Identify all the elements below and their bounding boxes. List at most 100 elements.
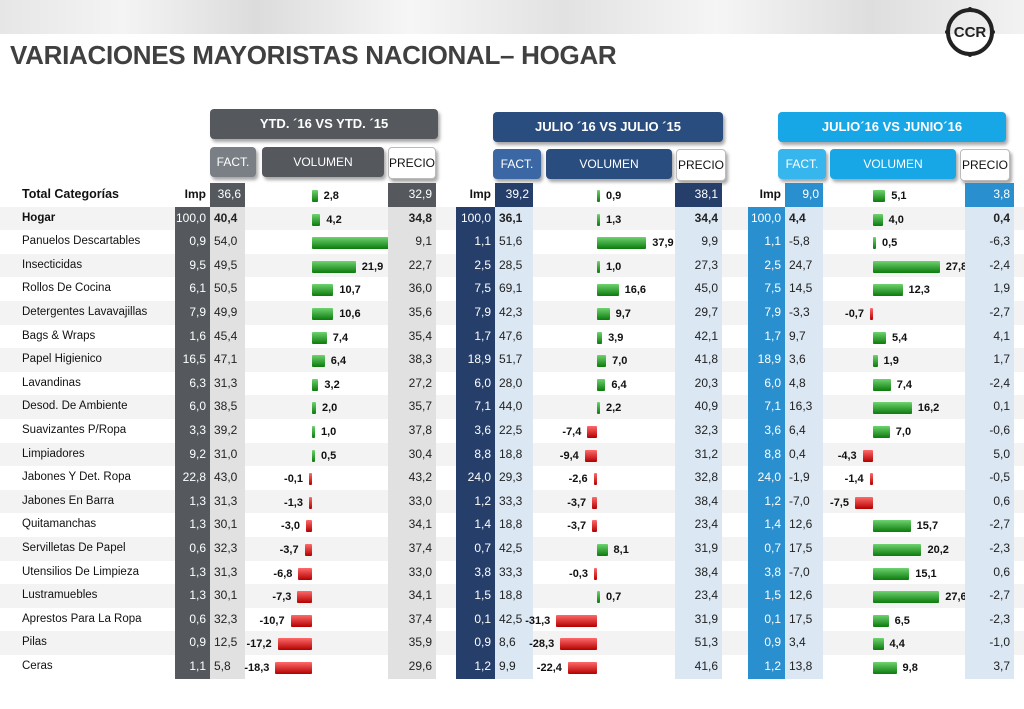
- precio-cell: 51,3: [675, 631, 722, 655]
- volumen-bar: [592, 520, 597, 533]
- volumen-value-label: 0,7: [606, 591, 622, 604]
- fact-cell: -7,0: [785, 489, 823, 514]
- table-header-row: Total Categorías Imp 36,6 2,8 32,9 Imp 39,2 0,9…: [0, 183, 1024, 208]
- imp-cell: 0,1: [748, 607, 785, 632]
- fact-cell: 18,8: [495, 442, 533, 467]
- precio-cell: -0,6: [965, 419, 1014, 443]
- precio-cell: 34,4: [675, 206, 722, 231]
- imp-cell: 7,9: [175, 301, 210, 325]
- fact-header: FACT.: [210, 147, 256, 177]
- volumen-bar: [587, 426, 597, 438]
- table-row: Quitamanchas 1,3 30,1 -3,0 34,1 1,4 18,8 -3,7 23…: [0, 513, 1024, 538]
- imp-cell: 1,3: [175, 560, 210, 585]
- fact-cell: 22,5: [495, 419, 533, 443]
- table-row: Lavandinas 6,3 31,3 3,2 27,2 6,0 28,0 6,4 20,3 6,…: [0, 371, 1024, 397]
- precio-cell: 37,4: [388, 607, 436, 632]
- volumen-value-label: 9,7: [615, 308, 631, 320]
- panel-title-pill: YTD. ´16 VS YTD. ´15: [210, 109, 438, 139]
- precio-cell: 29,6: [388, 655, 436, 679]
- volumen-value-label: -10,7: [259, 614, 285, 627]
- volumen-value-label: -9,4: [559, 449, 579, 462]
- category-label: Insecticidas: [22, 258, 83, 271]
- fact-cell: 28,5: [495, 253, 533, 278]
- precio-cell: 9,1: [388, 230, 436, 254]
- fact-cell: 8,6: [495, 631, 533, 655]
- volumen-bar: [873, 402, 912, 415]
- imp-cell: 16,5: [175, 348, 210, 372]
- volumen-value-label: -6,8: [273, 567, 293, 580]
- volumen-header: VOLUMEN: [262, 147, 384, 177]
- fact-cell: 4,8: [785, 371, 823, 396]
- precio-cell: 43,2: [388, 466, 436, 490]
- fact-cell: 17,5: [785, 537, 823, 561]
- precio-cell: -2,7: [965, 301, 1014, 325]
- precio-cell: 36,0: [388, 277, 436, 301]
- volumen-value-label: 27,8: [945, 260, 968, 273]
- volumen-value-label: -17,2: [246, 638, 272, 651]
- volumen-value-label: -2,6: [568, 473, 588, 486]
- fact-cell: 24,7: [785, 253, 823, 278]
- volumen-bar: [592, 496, 597, 509]
- volumen-value-label: 6,4: [611, 378, 627, 391]
- precio-cell: 20,3: [675, 371, 722, 396]
- table-row: Ceras 1,1 5,8 -18,3 29,6 1,2 9,9 -22,4 41,6 1,2 13…: [0, 655, 1024, 680]
- category-label: Desod. De Ambiente: [22, 400, 128, 413]
- table-row: Limpiadores 9,2 31,0 0,5 30,4 8,8 18,8 -9,4 31,2…: [0, 442, 1024, 468]
- precio-cell: 0,4: [965, 206, 1014, 231]
- precio-cell: -2,4: [965, 253, 1014, 278]
- volumen-bar: [597, 260, 600, 273]
- imp-cell: 1,7: [748, 324, 785, 349]
- volumen-bar: [597, 308, 610, 320]
- volumen-value-label: -3,0: [281, 520, 300, 533]
- volumen-bar: [873, 190, 886, 202]
- table-row: Servilletas De Papel 0,6 32,3 -3,7 37,4 0,7 42…: [0, 537, 1024, 562]
- fact-cell: 38,5: [210, 395, 245, 419]
- precio-cell: -1,0: [965, 631, 1014, 655]
- fact-cell: -3,3: [785, 301, 823, 325]
- precio-cell: 33,0: [388, 560, 436, 585]
- imp-cell: 6,0: [456, 371, 495, 396]
- fact-cell: 16,3: [785, 395, 823, 419]
- volumen-value-label: 20,2: [927, 544, 949, 556]
- precio-cell: 4,1: [965, 324, 1014, 349]
- imp-cell: 3,8: [456, 560, 495, 585]
- fact-cell: 54,0: [210, 230, 245, 254]
- imp-cell: 3,6: [456, 419, 495, 443]
- volumen-value-label: -4,3: [837, 449, 857, 462]
- imp-cell: 0,7: [456, 537, 495, 561]
- page-title: VARIACIONES MAYORISTAS NACIONAL– HOGAR: [10, 40, 617, 70]
- precio-cell: 31,9: [675, 537, 722, 561]
- fact-cell: 45,4: [210, 324, 245, 349]
- precio-cell: 38,3: [388, 348, 436, 372]
- category-label: Detergentes Lavavajillas: [22, 306, 148, 318]
- table-row: Rollos De Cocina 6,1 50,5 10,7 36,0 7,5 69,1 16…: [0, 277, 1024, 302]
- precio-cell: 23,4: [675, 584, 722, 608]
- fact-header: FACT.: [778, 149, 826, 179]
- precio-cell: 40,9: [675, 395, 722, 419]
- precio-cell: -2,7: [965, 584, 1014, 608]
- volumen-bar: [873, 331, 886, 344]
- precio-cell: 0,6: [965, 560, 1014, 585]
- fact-cell: 40,4: [210, 206, 245, 231]
- volumen-value-label: 1,0: [606, 260, 622, 273]
- volumen-bar: [597, 331, 603, 344]
- volumen-value-label: 0,5: [882, 237, 898, 250]
- volumen-bar: [870, 308, 873, 320]
- volumen-value-label: 3,2: [324, 378, 340, 391]
- volumen-bar: [855, 496, 873, 509]
- volumen-bar: [306, 520, 312, 533]
- fact-cell: 9,0: [785, 183, 823, 207]
- precio-cell: 3,7: [965, 655, 1014, 679]
- precio-cell: 41,6: [675, 655, 722, 679]
- imp-cell: 22,8: [175, 466, 210, 490]
- fact-cell: 18,8: [495, 584, 533, 608]
- imp-cell: 1,7: [456, 324, 495, 349]
- imp-cell: 1,3: [175, 489, 210, 514]
- volumen-bar: [312, 331, 327, 344]
- fact-cell: 5,8: [210, 655, 245, 679]
- fact-cell: 43,0: [210, 466, 245, 490]
- fact-cell: 31,0: [210, 442, 245, 467]
- volumen-value-label: 7,0: [895, 426, 912, 438]
- volumen-value-label: 9,8: [902, 662, 918, 674]
- volumen-bar: [312, 308, 334, 320]
